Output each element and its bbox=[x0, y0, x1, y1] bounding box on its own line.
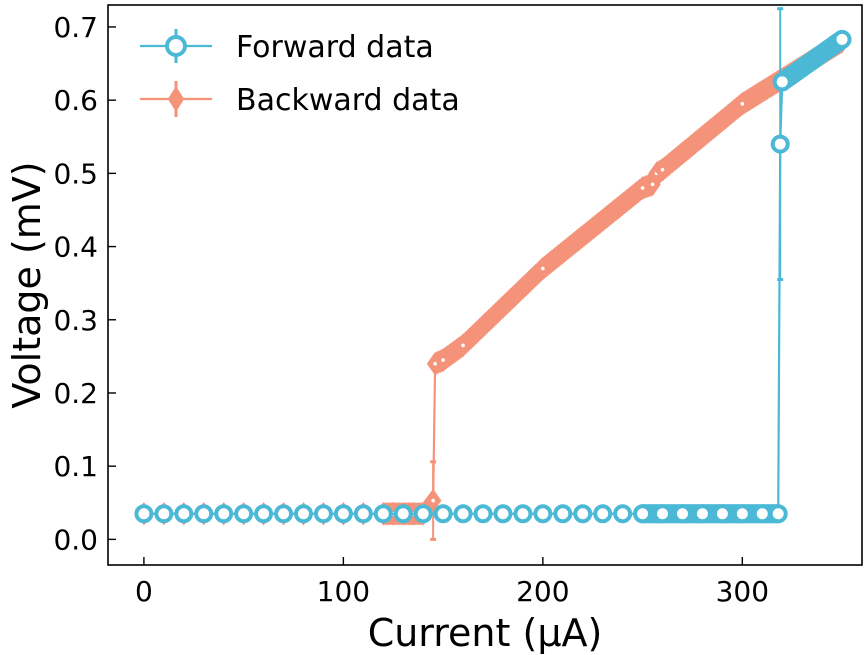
data-point bbox=[493, 504, 513, 524]
data-point bbox=[770, 134, 790, 154]
axis-ticks: 0 100 200 300 0.0 0.1 0.2 0.3 0.4 0.5 0.6 0.7 bbox=[53, 11, 769, 608]
data-point bbox=[154, 504, 174, 524]
legend-backward-swatch-marker bbox=[167, 86, 185, 112]
data-point bbox=[393, 504, 413, 524]
data-point bbox=[234, 504, 254, 524]
data-point bbox=[533, 504, 553, 524]
y-tick-label: 0.5 bbox=[53, 157, 98, 190]
x-tick-label: 200 bbox=[516, 575, 569, 608]
legend-item-backward: Backward data bbox=[140, 81, 460, 118]
data-point bbox=[768, 504, 788, 524]
data-point bbox=[353, 504, 373, 524]
legend-backward-label: Backward data bbox=[236, 83, 460, 118]
y-tick-label: 0.7 bbox=[53, 11, 98, 44]
data-point bbox=[134, 504, 154, 524]
data-point bbox=[832, 29, 852, 49]
legend-forward-swatch-marker bbox=[165, 35, 187, 57]
y-tick-label: 0.1 bbox=[53, 450, 98, 483]
plot-frame bbox=[107, 4, 863, 566]
data-point bbox=[513, 504, 533, 524]
data-point bbox=[672, 504, 692, 524]
data-point-center bbox=[740, 102, 745, 106]
data-point bbox=[333, 504, 353, 524]
data-point bbox=[593, 504, 613, 524]
data-point bbox=[214, 504, 234, 524]
y-tick-label: 0.2 bbox=[53, 377, 98, 410]
y-tick-label: 0.4 bbox=[53, 231, 98, 264]
data-point bbox=[254, 504, 274, 524]
y-axis-label: Voltage (mV) bbox=[5, 161, 49, 408]
data-point bbox=[313, 504, 333, 524]
data-point bbox=[653, 504, 673, 524]
data-point-center bbox=[461, 343, 465, 348]
y-tick-label: 0.6 bbox=[53, 84, 98, 117]
plot-area bbox=[134, 7, 852, 541]
data-point bbox=[433, 504, 453, 524]
data-point bbox=[633, 504, 653, 524]
y-tick-label: 0.0 bbox=[53, 523, 98, 556]
data-point bbox=[553, 504, 573, 524]
x-tick-label: 0 bbox=[135, 575, 153, 608]
x-tick-label: 100 bbox=[317, 575, 370, 608]
legend-item-forward: Forward data bbox=[140, 29, 434, 65]
x-axis-label: Current (μA) bbox=[368, 611, 603, 655]
data-point bbox=[293, 504, 313, 524]
data-point-center bbox=[541, 266, 545, 271]
data-point bbox=[413, 504, 433, 524]
data-point-center bbox=[433, 361, 437, 366]
data-point bbox=[573, 504, 593, 524]
data-point bbox=[613, 504, 633, 524]
data-point bbox=[473, 504, 493, 524]
series-forward bbox=[134, 7, 852, 524]
data-point bbox=[373, 504, 393, 524]
data-point-center bbox=[660, 167, 665, 172]
x-tick-label: 300 bbox=[716, 575, 769, 608]
data-point bbox=[752, 504, 772, 524]
data-point bbox=[732, 504, 752, 524]
data-point bbox=[174, 504, 194, 524]
data-point bbox=[692, 504, 712, 524]
data-point-center bbox=[640, 186, 645, 190]
data-point bbox=[194, 504, 214, 524]
y-tick-label: 0.3 bbox=[53, 304, 98, 337]
data-point bbox=[453, 504, 473, 524]
data-point-center bbox=[431, 498, 435, 503]
data-point-center bbox=[441, 358, 445, 362]
data-point bbox=[772, 72, 792, 92]
legend-forward-label: Forward data bbox=[236, 30, 434, 65]
legend: Forward data Backward data bbox=[140, 29, 460, 118]
data-point-center bbox=[650, 182, 655, 187]
data-point bbox=[712, 504, 732, 524]
data-point bbox=[274, 504, 294, 524]
